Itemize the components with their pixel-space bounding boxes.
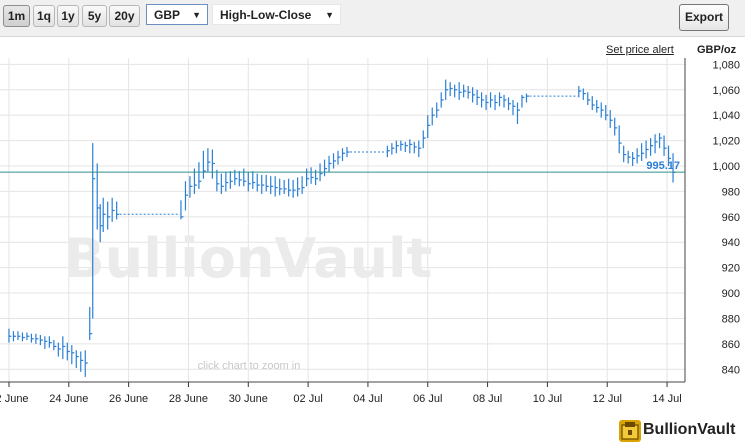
- x-tick-label: 14 Jul: [652, 393, 681, 405]
- chart-style-select[interactable]: High-Low-Close ▼: [212, 4, 341, 25]
- x-tick-label: 26 June: [109, 393, 148, 405]
- chart-axes: 840 860 880 900 920 940 960 980 1,000 1,020 1,040 1…: [0, 58, 740, 405]
- currency-select[interactable]: GBP ▼: [146, 4, 208, 25]
- x-tick-label: 24 June: [49, 393, 88, 405]
- y-tick-label: 1,020: [712, 136, 740, 148]
- export-button[interactable]: Export: [679, 4, 729, 31]
- range-button-20y[interactable]: 20y: [109, 5, 140, 27]
- x-tick-label: 30 June: [229, 393, 268, 405]
- y-tick-label: 1,000: [712, 161, 740, 173]
- range-button-1q[interactable]: 1q: [33, 5, 55, 27]
- set-price-alert-link[interactable]: Set price alert: [606, 44, 674, 56]
- logo-text: BullionVault: [643, 421, 736, 438]
- unit-label: GBP/oz: [697, 44, 737, 56]
- currency-select-value: GBP: [154, 8, 181, 22]
- range-button-1m[interactable]: 1m: [3, 5, 30, 27]
- current-price-label: 995.17: [646, 160, 680, 172]
- chart-style-select-value: High-Low-Close: [220, 8, 312, 22]
- x-tick-label: 06 Jul: [413, 393, 442, 405]
- x-tick-label: 28 June: [169, 393, 208, 405]
- y-tick-label: 860: [722, 339, 740, 351]
- y-tick-label: 980: [722, 186, 740, 198]
- watermark: BullionVault: [64, 227, 433, 290]
- range-button-5y[interactable]: 5y: [82, 5, 107, 27]
- range-button-1y[interactable]: 1y: [57, 5, 79, 27]
- x-tick-label: 08 Jul: [473, 393, 502, 405]
- price-series: [8, 79, 676, 377]
- y-tick-label: 900: [722, 288, 740, 300]
- y-tick-label: 960: [722, 212, 740, 224]
- y-tick-label: 920: [722, 263, 740, 275]
- chevron-down-icon: ▼: [192, 10, 201, 20]
- x-tick-label: 04 Jul: [353, 393, 382, 405]
- chart-grid: [0, 58, 685, 382]
- x-tick-label: 12 Jul: [593, 393, 622, 405]
- toolbar: 1m 1q 1y 5y 20y GBP ▼ High-Low-Close ▼ E…: [0, 0, 745, 37]
- chevron-down-icon: ▼: [325, 10, 334, 20]
- y-tick-label: 1,040: [712, 110, 740, 122]
- y-tick-label: 880: [722, 313, 740, 325]
- y-tick-label: 1,080: [712, 59, 740, 71]
- x-tick-label: 10 Jul: [533, 393, 562, 405]
- bullionvault-logo-icon: [619, 420, 641, 442]
- zoom-hint: click chart to zoom in: [198, 360, 301, 372]
- y-tick-label: 940: [722, 237, 740, 249]
- y-tick-label: 840: [722, 364, 740, 376]
- x-tick-label: 02 Jul: [293, 393, 322, 405]
- y-tick-label: 1,060: [712, 85, 740, 97]
- x-tick-label: 22 June: [0, 393, 29, 405]
